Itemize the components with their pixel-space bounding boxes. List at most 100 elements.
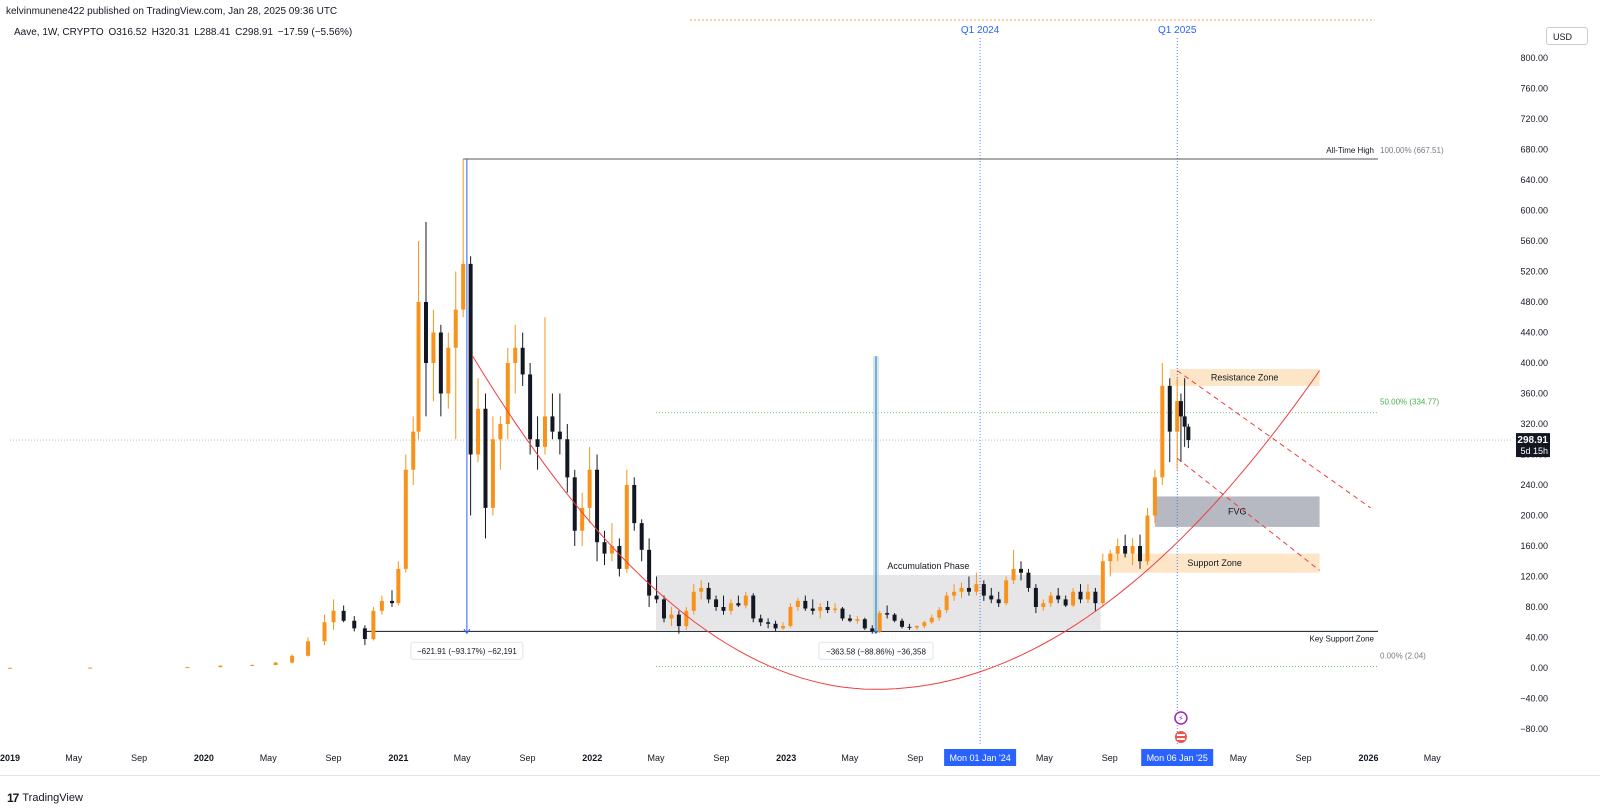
accumulation-zone-label: Accumulation Phase <box>887 561 969 571</box>
candle-body <box>1033 587 1038 607</box>
key-support-label: Key Support Zone <box>1310 634 1375 643</box>
candle-body <box>639 523 644 550</box>
candle-body <box>453 309 458 348</box>
time-tick-label: 2021 <box>388 753 408 763</box>
candle-body <box>379 600 384 611</box>
price-tick-label: 560.00 <box>1520 236 1548 246</box>
candle-body <box>773 623 778 629</box>
candle-body <box>691 591 696 611</box>
flash-event-icon <box>1174 711 1188 725</box>
time-tick-label: 2022 <box>582 753 602 763</box>
candle-body <box>892 614 897 621</box>
candle-body <box>218 665 223 668</box>
measure-2-label-box <box>818 641 934 660</box>
candle-body <box>624 485 629 569</box>
price-tick-label: 400.00 <box>1520 358 1548 368</box>
ohlc-close: C298.91 <box>235 27 273 38</box>
candle-body <box>1085 591 1090 600</box>
candle-body <box>306 641 311 656</box>
currency-button[interactable]: USD <box>1546 27 1588 45</box>
candle-body <box>565 439 570 478</box>
ohlc-open: O316.52 <box>108 27 147 38</box>
candle-body <box>661 599 666 619</box>
ohlc-change: −17.59 (−5.56%) <box>277 27 353 38</box>
candle-body <box>1186 426 1191 441</box>
candle-body <box>498 424 503 440</box>
candle-body <box>699 587 704 592</box>
candle-body <box>788 607 793 627</box>
candle-body <box>706 587 711 600</box>
time-tick-label: Sep <box>713 753 729 763</box>
candle-body <box>922 622 927 627</box>
price-tick-label: 680.00 <box>1520 145 1548 155</box>
channel-upper-line <box>1176 370 1371 509</box>
candle-body <box>1152 477 1157 516</box>
time-highlight-label-2: Mon 06 Jan '25 <box>1147 753 1208 763</box>
measure-1-label-box <box>410 641 524 660</box>
price-tick-label: −40.00 <box>1520 694 1548 704</box>
price-tick-label: 720.00 <box>1520 114 1548 124</box>
price-tick-label: 200.00 <box>1520 511 1548 521</box>
candle-body <box>833 608 838 611</box>
candle-body <box>1145 515 1150 562</box>
price-axis-area <box>1512 0 1600 775</box>
current-price-countdown: 5d 15h <box>1520 446 1548 456</box>
candle-body <box>331 610 336 623</box>
candle-body <box>862 619 867 629</box>
measure-1-arrow <box>463 628 471 635</box>
candle-body <box>855 619 860 621</box>
candle-body <box>743 595 748 606</box>
time-tick-label: 2026 <box>1358 753 1378 763</box>
candle-body <box>989 595 994 600</box>
candle-body <box>403 469 408 569</box>
candle-body <box>1100 561 1105 604</box>
candle-body <box>1167 385 1172 432</box>
time-highlight-label-1: Mon 01 Jan '24 <box>949 753 1010 763</box>
candle-body <box>520 347 525 375</box>
fib-0-label: 0.00% (2.04) <box>1380 651 1426 660</box>
candle-body <box>818 607 823 611</box>
candle-body <box>632 485 637 524</box>
time-tick-label: May <box>454 753 472 763</box>
time-tick-label: Sep <box>131 753 147 763</box>
time-tick-label: Sep <box>519 753 535 763</box>
price-tick-label: 240.00 <box>1520 480 1548 490</box>
resistance-zone-label: Resistance Zone <box>1211 372 1279 382</box>
ohlc-high: H320.31 <box>151 27 190 38</box>
candle-body <box>411 431 416 470</box>
candle-body <box>290 655 295 663</box>
candle-body <box>966 587 971 592</box>
tradingview-logo-icon: 17 <box>7 791 19 805</box>
measure-2-label: −363.58 (−88.86%) −36,358 <box>826 647 926 656</box>
time-tick-label: Sep <box>1296 753 1312 763</box>
symbol-name[interactable]: Aave, 1W, CRYPTO <box>14 27 104 38</box>
price-tick-label: 40.00 <box>1525 633 1548 643</box>
candle-body <box>535 439 540 447</box>
time-tick-label: May <box>1036 753 1054 763</box>
time-tick-label: Sep <box>907 753 923 763</box>
candle-body <box>461 263 466 310</box>
candle-body <box>758 618 763 623</box>
candle-body <box>595 469 600 543</box>
candle-body <box>1123 546 1128 554</box>
channel-lower-line <box>1176 457 1320 571</box>
candle-body <box>1048 595 1053 604</box>
time-tick-label: 2019 <box>0 753 20 763</box>
candle-body <box>736 603 741 606</box>
fvg-zone <box>1154 496 1320 527</box>
candle-body <box>8 667 12 669</box>
candle-body <box>907 626 912 628</box>
candle-body <box>528 374 533 440</box>
time-tick-label: 2020 <box>194 753 214 763</box>
candle-body <box>825 607 830 611</box>
candle-body <box>250 664 255 666</box>
tradingview-logo-text: TradingView <box>22 792 83 804</box>
quarter-label-1: Q1 2024 <box>961 25 1000 36</box>
candle-body <box>609 546 614 554</box>
time-highlight-box-2 <box>1141 749 1214 766</box>
candle-body <box>721 607 726 611</box>
tradingview-logo[interactable]: 17 TradingView <box>7 791 83 805</box>
candle-body <box>944 595 949 611</box>
candle-body <box>914 626 919 628</box>
